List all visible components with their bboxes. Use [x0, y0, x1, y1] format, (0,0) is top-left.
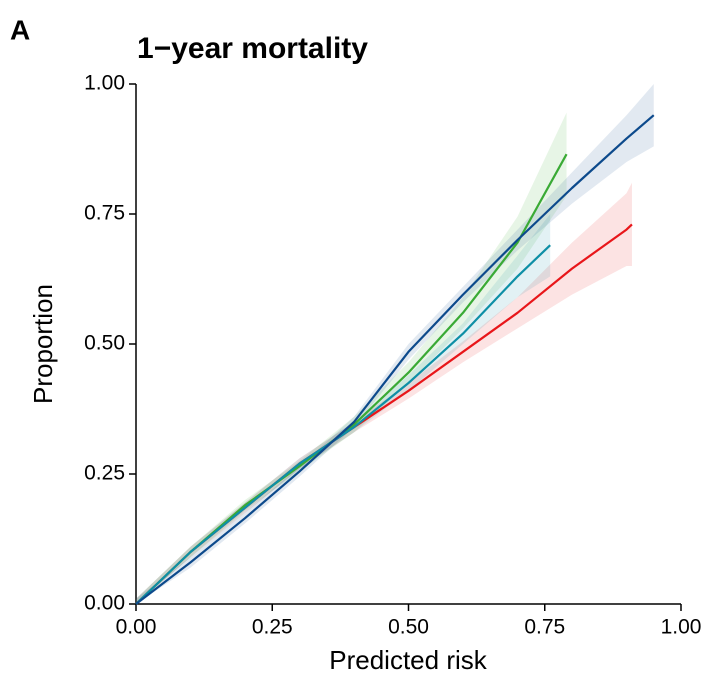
- x-axis-label: Predicted risk: [329, 645, 487, 675]
- calibration-line: [135, 244, 551, 605]
- x-tick-label: 0.25: [252, 616, 293, 639]
- y-tick-label: 0.00: [84, 592, 125, 615]
- confidence-band: [136, 112, 567, 604]
- calibration-line: [135, 153, 568, 605]
- calibration-line: [135, 114, 655, 605]
- panel-label: A: [10, 14, 30, 45]
- chart-title: 1−year mortality: [137, 32, 368, 65]
- y-tick-label: 1.00: [84, 72, 125, 95]
- x-tick-label: 0.75: [524, 616, 565, 639]
- x-tick-label: 1.00: [661, 616, 702, 639]
- y-axis-label: Proportion: [28, 284, 58, 404]
- confidence-band: [136, 84, 654, 604]
- y-tick-label: 0.25: [84, 462, 125, 485]
- x-tick-label: 0.00: [116, 616, 157, 639]
- y-tick-label: 0.75: [84, 202, 125, 225]
- x-tick-label: 0.50: [388, 616, 429, 639]
- confidence-band: [136, 182, 632, 605]
- y-tick-label: 0.50: [84, 332, 125, 355]
